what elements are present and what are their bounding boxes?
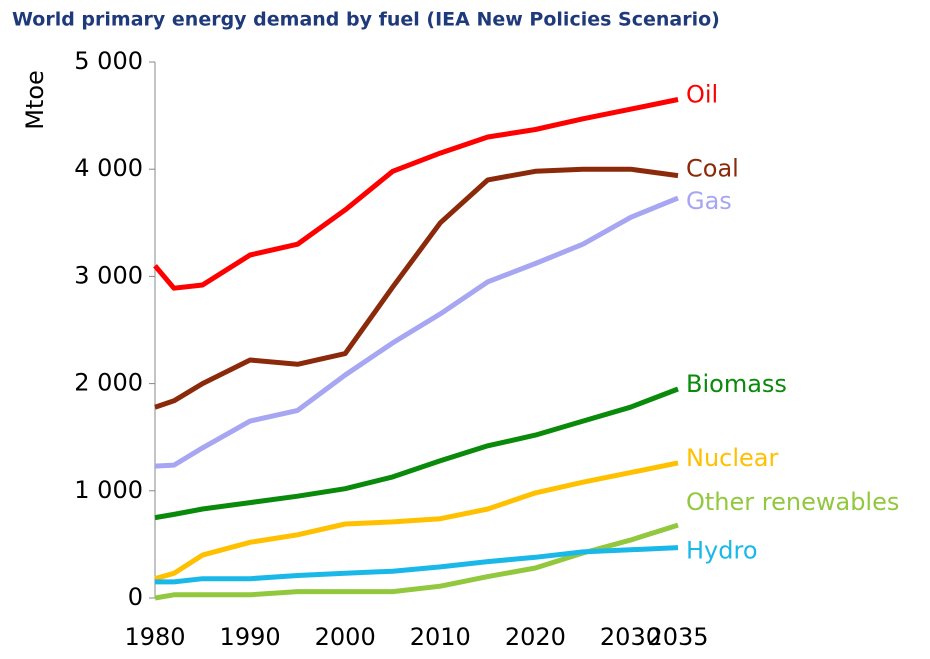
series-label: Coal — [686, 155, 739, 183]
y-tick-label: 4 000 — [74, 154, 143, 182]
line-series — [153, 97, 679, 291]
x-tick-label: 2035 — [647, 623, 708, 651]
y-tick-label: 1 000 — [74, 476, 143, 504]
series-label: Other renewables — [686, 488, 899, 516]
x-tick-label: 2030 — [600, 623, 661, 651]
y-tick-label: 2 000 — [74, 369, 143, 397]
y-tick-label: 0 — [128, 583, 143, 611]
line-series — [155, 545, 679, 585]
x-tick-label: 1990 — [220, 623, 281, 651]
x-tick-label: 1980 — [124, 623, 185, 651]
line-series — [154, 195, 679, 469]
y-tick-label: 3 000 — [74, 261, 143, 289]
series-label: Nuclear — [686, 444, 779, 472]
series-label: Gas — [686, 187, 732, 215]
line-series — [154, 386, 679, 521]
y-axis-label: Mtoe — [21, 70, 49, 130]
x-tick-label: 2020 — [505, 623, 566, 651]
line-series — [154, 460, 679, 582]
x-tick-label: 2000 — [315, 623, 376, 651]
chart-title: World primary energy demand by fuel (IEA… — [12, 9, 720, 31]
series-label: Biomass — [686, 370, 787, 398]
series-label: Oil — [686, 81, 718, 109]
x-tick-label: 2010 — [410, 623, 471, 651]
line-series — [154, 522, 679, 601]
series-label: Hydro — [686, 537, 758, 565]
y-tick-label: 5 000 — [74, 47, 143, 75]
line-series — [154, 166, 679, 410]
